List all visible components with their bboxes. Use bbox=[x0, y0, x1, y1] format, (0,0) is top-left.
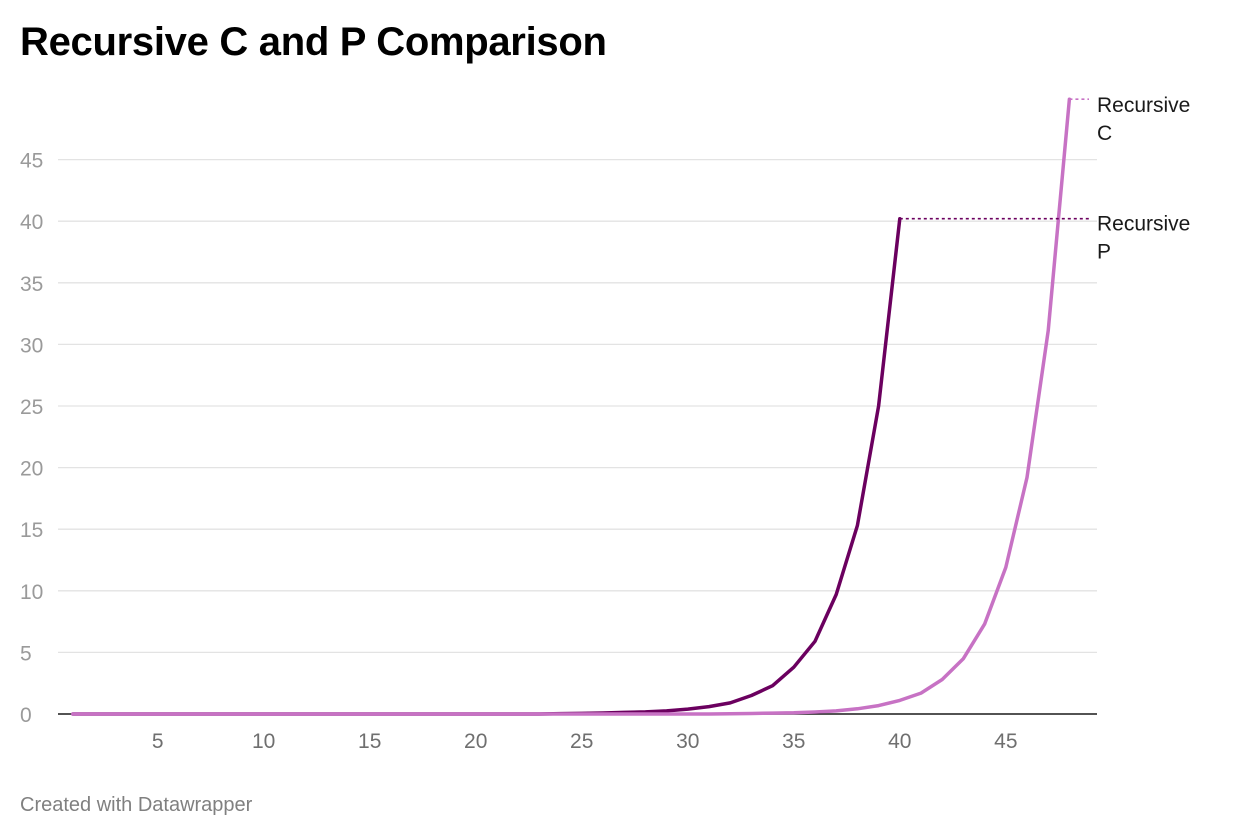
series-line-recursive-p bbox=[71, 216, 902, 716]
series-lines bbox=[71, 97, 1072, 716]
series-line-recursive-c bbox=[71, 97, 1072, 716]
chart-title: Recursive C and P Comparison bbox=[20, 20, 607, 64]
x-tick-label: 15 bbox=[358, 730, 381, 753]
grid-lines bbox=[58, 158, 1097, 715]
y-tick-label: 15 bbox=[20, 519, 43, 542]
y-axis-ticks: 0 5 10 15 20 25 30 35 40 45 bbox=[20, 150, 43, 727]
x-axis-ticks: 5 10 15 20 25 30 35 40 45 bbox=[152, 730, 1018, 753]
y-tick-label: 45 bbox=[20, 150, 43, 173]
x-tick-label: 40 bbox=[888, 730, 911, 753]
series-labels: Recursive C Recursive P bbox=[899, 94, 1190, 264]
y-tick-label: 40 bbox=[20, 211, 43, 234]
y-tick-label: 25 bbox=[20, 396, 43, 419]
y-tick-label: 35 bbox=[20, 273, 43, 296]
series-label-recursive-c: Recursive C bbox=[1097, 94, 1190, 145]
y-tick-label: 20 bbox=[20, 458, 43, 481]
x-tick-label: 25 bbox=[570, 730, 593, 753]
series-label-recursive-p: Recursive P bbox=[1097, 213, 1190, 264]
x-tick-label: 20 bbox=[464, 730, 487, 753]
footer-credit: Created with Datawrapper bbox=[20, 794, 253, 816]
x-tick-label: 5 bbox=[152, 730, 164, 753]
x-tick-label: 45 bbox=[994, 730, 1017, 753]
y-tick-label: 10 bbox=[20, 581, 43, 604]
x-tick-label: 10 bbox=[252, 730, 275, 753]
y-tick-label: 30 bbox=[20, 334, 43, 357]
y-tick-label: 5 bbox=[20, 642, 32, 665]
y-tick-label: 0 bbox=[20, 704, 32, 727]
x-tick-label: 35 bbox=[782, 730, 805, 753]
x-tick-label: 30 bbox=[676, 730, 699, 753]
